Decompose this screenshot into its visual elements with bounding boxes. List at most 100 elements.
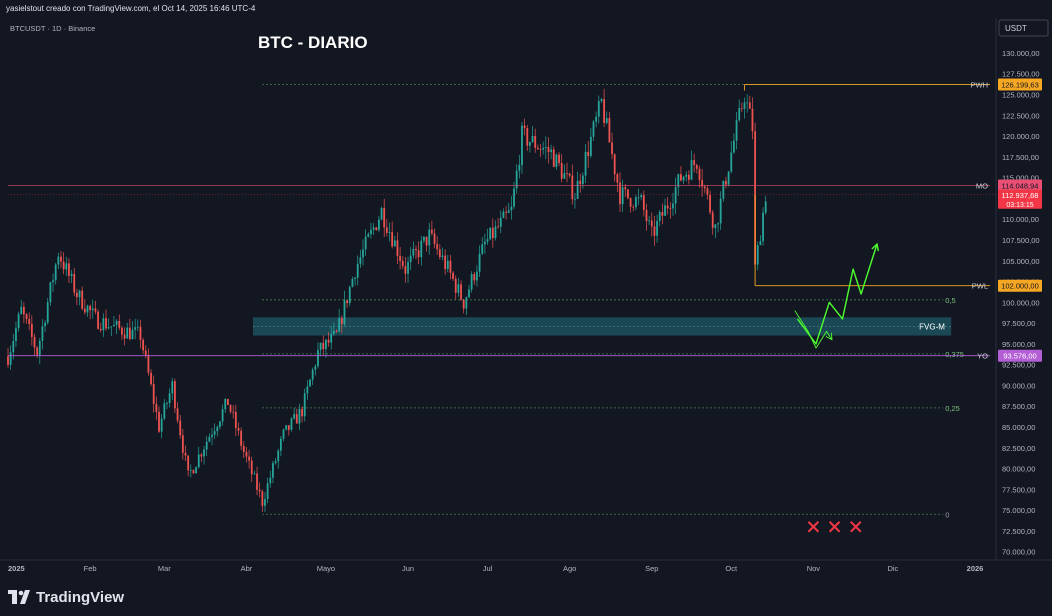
projection-small-arrow xyxy=(794,310,833,349)
candle-body xyxy=(99,328,102,331)
price-tag-value: 126.199,63 xyxy=(1001,81,1039,90)
candle-body xyxy=(536,147,539,150)
candle-body xyxy=(518,165,521,171)
candle-body xyxy=(258,489,261,492)
time-tick-label: Abr xyxy=(241,564,253,573)
candle-body xyxy=(727,171,730,185)
candle-body xyxy=(17,314,20,329)
candle-body xyxy=(200,454,203,457)
price-tick-label: 130.000,00 xyxy=(1002,49,1040,58)
candle-body xyxy=(468,289,470,298)
price-tick-label: 100.000,00 xyxy=(1002,298,1040,307)
candle-body xyxy=(322,342,325,350)
candle-body xyxy=(505,211,507,213)
btc-chart[interactable]: FVG-M 0,5 0,375 0,25 0 PWH MO PWL YO 130.000,00… xyxy=(0,0,1052,578)
candle-body xyxy=(142,339,145,351)
price-tick-label: 92.500,00 xyxy=(1002,361,1035,370)
candle-body xyxy=(174,381,176,409)
candle-body xyxy=(481,244,484,254)
candle-body xyxy=(91,308,94,311)
candle-body xyxy=(152,384,155,404)
candle-body xyxy=(719,198,722,224)
chart-title: BTC - DIARIO xyxy=(258,33,368,52)
candle-body xyxy=(457,284,460,293)
candle-body xyxy=(269,477,272,484)
price-tick-label: 80.000,00 xyxy=(1002,465,1035,474)
fvg-label: FVG-M xyxy=(919,322,945,331)
candle-body xyxy=(144,350,147,356)
candle-body xyxy=(211,434,213,437)
candle-body xyxy=(356,263,359,278)
candle-body xyxy=(595,116,598,122)
time-axis[interactable]: 2025 Feb Mar Abr Mayo Jun Jul Ago Sep Oct Nov Dic 20… xyxy=(8,564,983,573)
candle-body xyxy=(364,236,367,250)
candle-body xyxy=(428,229,431,246)
candle-body xyxy=(568,173,571,176)
candle-body xyxy=(62,261,65,270)
candle-body xyxy=(49,282,52,303)
candle-body xyxy=(608,117,611,143)
candle-body xyxy=(70,273,73,276)
candle-body xyxy=(759,241,762,246)
currency-button[interactable]: USDT xyxy=(998,19,1049,37)
candle-body xyxy=(385,227,388,233)
candle-body xyxy=(574,198,576,200)
candle-body xyxy=(616,174,619,183)
candle-body xyxy=(587,151,590,156)
candle-body xyxy=(89,305,92,311)
candle-body xyxy=(566,173,568,174)
price-tick-label: 107.500,00 xyxy=(1002,236,1040,245)
candle-body xyxy=(208,436,211,442)
candle-body xyxy=(558,154,560,164)
candle-body xyxy=(367,234,370,237)
candle-body xyxy=(722,180,725,199)
candle-body xyxy=(648,220,651,222)
candle-body xyxy=(234,412,237,428)
price-tag-bg xyxy=(998,179,1042,192)
candle-body xyxy=(454,278,457,293)
candle-body xyxy=(245,452,248,457)
candle-body xyxy=(274,461,277,464)
candle-body xyxy=(38,340,41,356)
candle-body xyxy=(476,271,478,281)
candle-body xyxy=(65,263,68,270)
candle-body xyxy=(441,255,444,258)
candle-body xyxy=(534,135,537,148)
time-tick-label: Jun xyxy=(402,564,414,573)
time-tick-label: Dic xyxy=(887,564,898,573)
candle-body xyxy=(118,320,121,328)
candle-body xyxy=(348,286,351,304)
price-tag-bg xyxy=(998,349,1042,362)
candle-body xyxy=(136,326,139,328)
candle-body xyxy=(285,425,288,430)
candle-body xyxy=(272,463,274,478)
candle-body xyxy=(555,154,558,167)
candle-body xyxy=(335,330,338,332)
candle-body xyxy=(102,318,105,331)
candle-body xyxy=(740,107,743,109)
candle-body xyxy=(158,411,160,432)
price-tick-label: 117.500,00 xyxy=(1002,153,1039,162)
price-tick-label: 70.000,00 xyxy=(1002,548,1035,557)
candle-body xyxy=(656,220,658,236)
candle-body xyxy=(738,107,741,121)
candle-body xyxy=(415,248,417,251)
candle-body xyxy=(621,187,624,205)
candle-body xyxy=(237,427,240,431)
candle-body xyxy=(547,147,550,152)
tradingview-logo[interactable]: TradingView xyxy=(8,586,124,608)
time-tick-label: Jul xyxy=(483,564,493,573)
time-tick-label: Ago xyxy=(563,564,576,573)
price-tag-pwl: 102.000,00 xyxy=(998,279,1042,292)
candle-body xyxy=(261,491,264,506)
candle-body xyxy=(695,164,698,169)
candle-body xyxy=(176,408,179,421)
candle-body xyxy=(314,366,317,370)
candle-body xyxy=(325,339,327,350)
candle-body xyxy=(560,163,563,179)
candle-body xyxy=(75,292,78,298)
candle-body xyxy=(134,327,137,330)
candle-body xyxy=(483,241,486,245)
x-mark xyxy=(850,521,862,533)
candle-body xyxy=(449,260,452,273)
